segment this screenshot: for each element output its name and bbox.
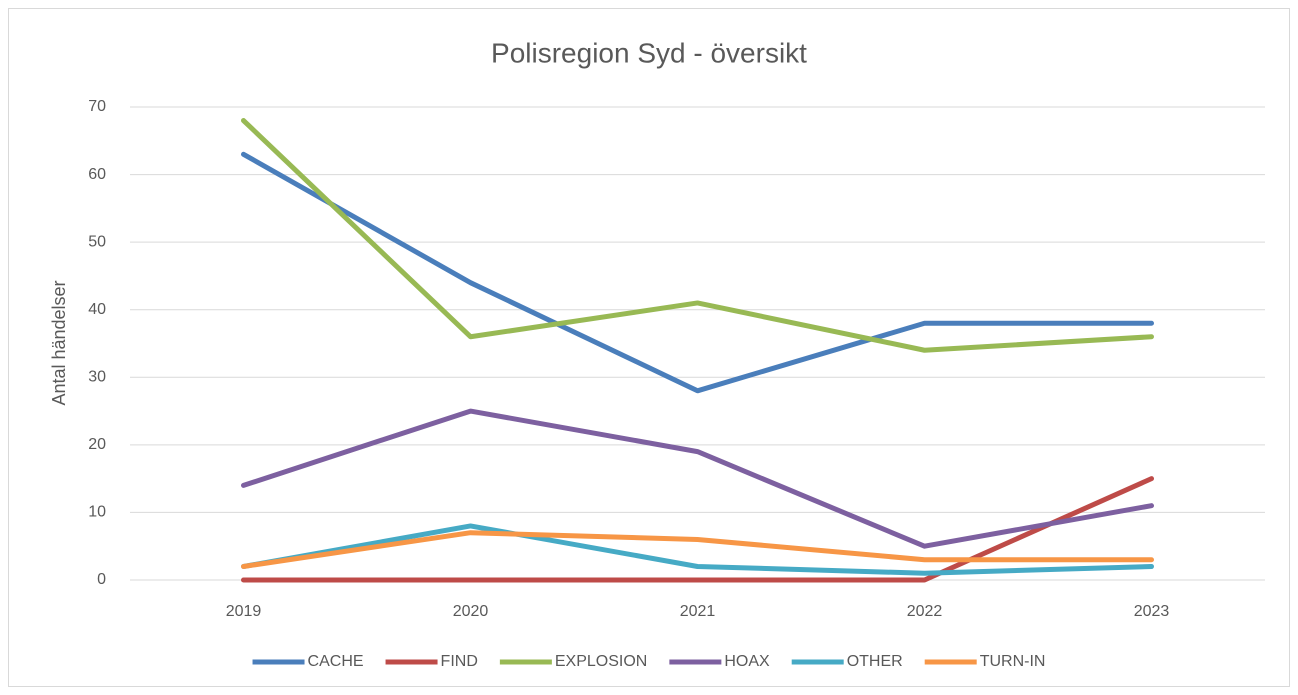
- y-tick-label: 20: [88, 436, 106, 453]
- y-tick-label: 30: [88, 369, 106, 386]
- legend-label: EXPLOSION: [555, 653, 647, 670]
- y-tick-label: 70: [88, 98, 106, 115]
- legend-label: FIND: [441, 653, 478, 670]
- series-line: [241, 530, 1154, 569]
- legend-label: TURN-IN: [980, 653, 1046, 670]
- y-axis-label: Antal händelser: [49, 280, 69, 405]
- series-line: [241, 118, 1154, 353]
- series-line: [241, 476, 1154, 583]
- chart-border: [8, 8, 1290, 687]
- y-tick-label: 40: [88, 301, 106, 318]
- y-tick-label: 10: [88, 504, 106, 521]
- x-tick-label: 2021: [680, 603, 716, 620]
- legend-label: CACHE: [308, 653, 364, 670]
- y-tick-label: 0: [97, 571, 106, 588]
- series-line: [241, 408, 1154, 549]
- y-tick-label: 60: [88, 166, 106, 183]
- series-line: [241, 523, 1154, 576]
- legend-label: HOAX: [724, 653, 770, 670]
- x-tick-label: 2023: [1134, 603, 1170, 620]
- legend-label: OTHER: [847, 653, 903, 670]
- x-tick-label: 2022: [907, 603, 943, 620]
- chart-title: Polisregion Syd - översikt: [491, 37, 807, 68]
- series-line: [241, 151, 1154, 394]
- x-tick-label: 2020: [453, 603, 489, 620]
- x-tick-label: 2019: [226, 603, 262, 620]
- y-tick-label: 50: [88, 233, 106, 250]
